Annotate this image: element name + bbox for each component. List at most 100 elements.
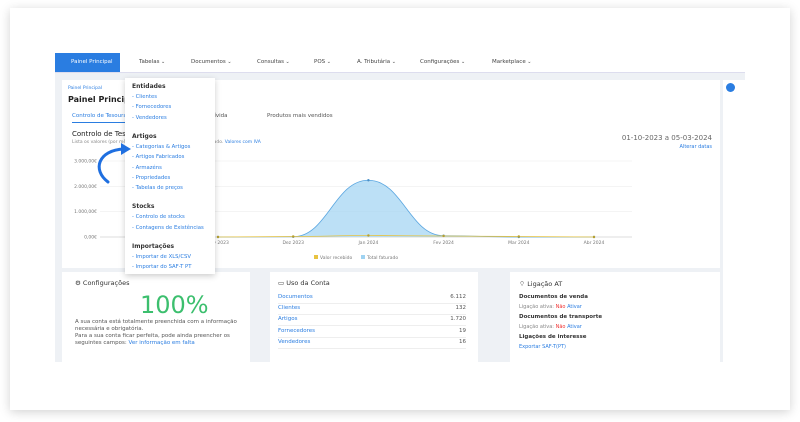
status: Ligação ativa: Não Ativar [519,324,582,330]
point [367,179,370,182]
menu-item[interactable]: Tabelas de preços [132,185,183,191]
legend-label: Total faturado [366,255,398,261]
menu-heading: Stocks [132,203,155,211]
y-tick-label: 1.000,00€ [74,209,97,215]
x-tick-label: Jan 2024 [357,240,378,246]
config-panel: ⚙ Configurações 100% A sua conta está to… [62,272,250,362]
legend-swatch [314,255,318,259]
page-title: Painel Principal [68,95,139,104]
usage-row: Documentos 6.112 [278,293,466,304]
point [592,235,596,239]
usage-label: Artigos [278,316,298,323]
menu-heading: Importações [132,243,175,250]
section-title: Controlo de Tesouraria [72,130,151,138]
title: Ligação AT [527,280,563,288]
link[interactable]: Exportar SAF-T(PT) [519,344,567,350]
x-tick-label: Dez 2023 [282,240,304,246]
link[interactable]: Ativar [567,324,582,330]
menu-item[interactable]: Fornecedores [132,104,172,110]
nav-item[interactable]: Consultas [257,59,290,65]
menu-item[interactable]: Importar de XLS/CSV [132,254,191,260]
usage-value: 1.720 [450,316,466,323]
x-tick-label: Fev 2024 [433,240,454,246]
point [517,235,520,238]
panel-title: ⌔ Ligação AT [519,280,563,288]
label: Ligações de interesse [519,334,587,340]
x-tick-label: Nov 2023 [207,240,229,246]
nav-item[interactable]: A. Tributária [357,59,396,65]
usage-label: Clientes [278,305,301,312]
dropdown-menu: Entidades Clientes Fornecedores Vendedores A… [125,78,215,274]
menu-item[interactable]: Artigos Fabricados [132,154,185,160]
menu-item[interactable]: Propriedades [132,175,171,181]
nav-item[interactable]: POS [314,59,331,65]
menu-heading: Artigos [132,132,157,140]
usage-row: Fornecedores 19 [278,327,466,338]
menu-item[interactable]: Armazéns [132,165,162,171]
link[interactable]: Ativar [567,304,582,310]
usage-label: Fornecedores [278,327,316,334]
panel-title: ⚙ Configurações [75,279,130,287]
nav-item[interactable]: Documentos [191,59,232,65]
menu-heading: Entidades [132,83,166,90]
nav-item[interactable]: Configurações [420,59,465,65]
usage-label: Vendedores [278,338,311,345]
percent: 100% [140,291,209,319]
date-range: 01-10-2023 a 05-03-2024 [621,134,712,142]
x-tick-label: Mar 2024 [508,240,530,246]
text: Não [555,304,566,310]
nav-item[interactable]: Marketplace [492,59,532,65]
point [442,234,445,238]
config-text: A sua conta está totalmente preenchida c… [75,319,245,347]
menu-item[interactable]: Vendedores [132,115,167,121]
text: Ligação ativa: [519,324,554,330]
point [292,235,295,238]
tab[interactable]: Produtos mais vendidos [267,113,333,119]
sidebar [723,80,745,362]
title: Configurações [82,279,130,287]
nav-item[interactable]: Painel Principal [55,53,120,72]
menu-item[interactable]: Categorias & Artigos [132,144,191,150]
point [216,235,220,239]
tab[interactable]: Controlo de Tesouraria [72,113,134,123]
usage-row: Vendedores 16 [278,338,466,349]
status: Ligação ativa: Não Ativar [519,304,582,310]
menu-item[interactable]: Controlo de stocks [132,214,185,220]
usage-row: Artigos 1.720 [278,315,466,327]
usage-value: 16 [459,338,466,345]
point [367,234,370,237]
legend-label: Valor recebido [320,255,352,261]
menu-item[interactable]: Importar do SAF-T PT [132,264,192,270]
nav-bar: Painel Principal Tabelas Documentos Cons… [55,53,745,73]
usage-row: Clientes 132 [278,304,467,316]
sidebar-icon[interactable] [726,83,735,92]
title: Uso da Conta [286,279,330,287]
legend-swatch [361,255,365,259]
panel-title: ▭ Uso da Conta [278,279,330,287]
text: Não [555,324,566,330]
y-tick-label: 2.000,00€ [74,184,97,190]
y-tick-label: 0,00€ [84,235,97,241]
text: Ligação ativa: [519,304,554,310]
usage-value: 6.112 [450,294,466,300]
usage-value: 132 [455,305,467,312]
breadcrumb[interactable]: Painel Principal [68,86,102,91]
y-tick-label: 3.000,00€ [74,159,97,165]
x-tick-label: Abr 2024 [584,240,605,246]
menu-item[interactable]: Clientes [132,94,157,100]
text: A sua conta está totalmente preenchida c… [75,319,237,332]
menu-item[interactable]: Contagens de Existências [132,225,204,231]
nav-item[interactable]: Tabelas [139,59,165,65]
line [217,235,595,238]
link[interactable]: Ver informação em falta [128,340,195,346]
link[interactable]: Valores com IVA [224,140,261,145]
at-panel: ⌔ Ligação AT Documentos de venda Ligação… [510,272,720,362]
usage-label: Documentos [278,294,313,300]
text: Para a sua conta ficar perfeita, pode ai… [75,333,230,346]
usage-panel: ▭ Uso da Conta Documentos 6.112 Clientes 13… [270,272,478,362]
link[interactable]: Alterar datas [679,144,712,150]
label: Documentos de venda [519,294,588,300]
label: Documentos de transporte [519,314,603,320]
